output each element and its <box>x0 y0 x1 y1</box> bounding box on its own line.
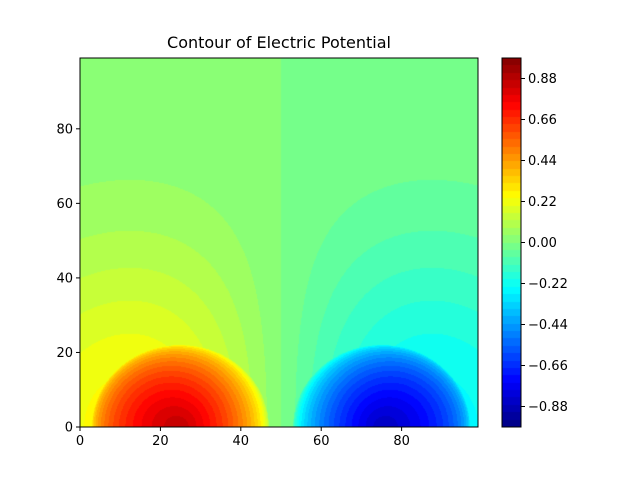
colorbar-tick-label: 0.88 <box>528 72 557 87</box>
x-tick-label: 20 <box>152 434 169 449</box>
y-tick-label: 60 <box>56 197 73 212</box>
colorbar-tick-label: −0.22 <box>528 277 568 292</box>
colorbar-tick-label: 0.00 <box>528 236 557 251</box>
x-tick-label: 60 <box>313 434 330 449</box>
colorbar-tick-label: 0.66 <box>528 113 557 128</box>
colorbar-frame <box>501 57 522 428</box>
contour-plot-area <box>80 58 478 427</box>
colorbar-tick-label: −0.66 <box>528 359 568 374</box>
colorbar-tick-label: 0.44 <box>528 154 557 169</box>
x-tick-label: 0 <box>76 434 84 449</box>
colorbar <box>502 58 521 427</box>
colorbar-tick-label: −0.44 <box>528 318 568 333</box>
colorbar-tick-label: −0.88 <box>528 400 568 415</box>
y-tick-label: 80 <box>56 122 73 137</box>
x-tick-label: 80 <box>393 434 410 449</box>
colorbar-ticks: 0.88 0.66 0.44 0.22 0.00 −0.22 −0.44 −0.66 −0.88 <box>521 72 568 415</box>
x-tick-label: 40 <box>233 434 250 449</box>
plot-frame <box>79 57 479 428</box>
colorbar-tick-label: 0.22 <box>528 195 557 210</box>
chart-title: Contour of Electric Potential <box>167 33 391 52</box>
y-tick-label: 40 <box>56 271 73 286</box>
x-axis-ticks: 0 20 40 60 80 <box>76 427 410 449</box>
y-axis-ticks: 0 20 40 60 80 <box>56 122 80 436</box>
y-tick-label: 20 <box>56 346 73 361</box>
y-tick-label: 0 <box>65 421 73 436</box>
